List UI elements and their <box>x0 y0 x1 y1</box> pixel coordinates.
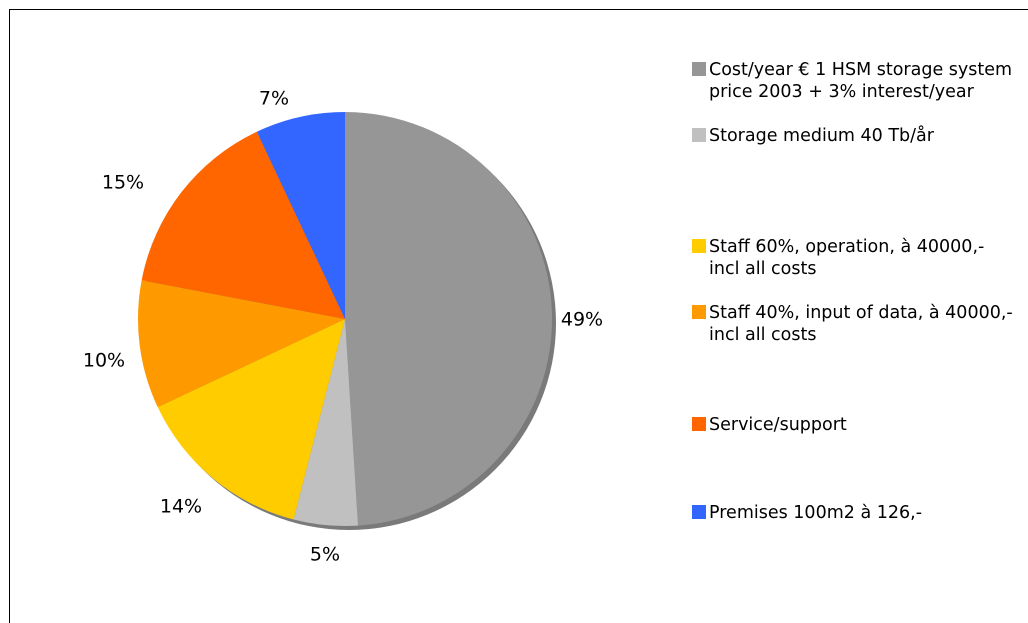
legend-swatch <box>692 62 706 76</box>
pie-slices <box>138 112 556 530</box>
slice-value-label: 49% <box>561 309 603 331</box>
legend-item-storage-medium: Storage medium 40 Tb/år <box>692 125 1028 147</box>
legend-item-staff-operation: Staff 60%, operation, à 40000,- incl all… <box>692 236 1028 280</box>
legend-label: Service/support <box>709 415 847 435</box>
legend-swatch <box>692 305 706 319</box>
chart-frame <box>9 9 1028 623</box>
legend-label: Staff 60%, operation, à 40000,- incl all… <box>709 237 990 279</box>
pie-value-labels: 49% 5% 14% 10% 15% 7% <box>83 88 603 566</box>
pie-slice <box>256 112 345 319</box>
pie-slice <box>138 280 345 408</box>
legend-item-premises: Premises 100m2 à 126,- <box>692 502 1028 524</box>
slice-value-label: 10% <box>83 350 125 372</box>
pie-slice <box>157 319 345 520</box>
legend-item-hsm-cost: Cost/year € 1 HSM storage system price 2… <box>692 59 1028 103</box>
pie-slice <box>345 112 553 526</box>
pie-slice <box>293 319 358 526</box>
legend-swatch <box>692 128 706 142</box>
legend-swatch <box>692 505 706 519</box>
legend-item-service-support: Service/support <box>692 414 1028 436</box>
slice-value-label: 15% <box>102 172 144 194</box>
slice-value-label: 14% <box>160 496 202 518</box>
legend-swatch <box>692 239 706 253</box>
legend-label: Cost/year € 1 HSM storage system price 2… <box>709 60 1024 102</box>
slice-value-label: 5% <box>310 544 340 566</box>
pie-slice <box>141 131 345 319</box>
legend-label: Storage medium 40 Tb/år <box>709 126 934 146</box>
legend-swatch <box>692 417 706 431</box>
legend-item-staff-input: Staff 40%, input of data, à 40000,- incl… <box>692 302 1028 346</box>
slice-value-label: 7% <box>259 88 289 110</box>
legend-label: Staff 40%, input of data, à 40000,- incl… <box>709 303 1019 345</box>
legend-label: Premises 100m2 à 126,- <box>709 503 923 523</box>
